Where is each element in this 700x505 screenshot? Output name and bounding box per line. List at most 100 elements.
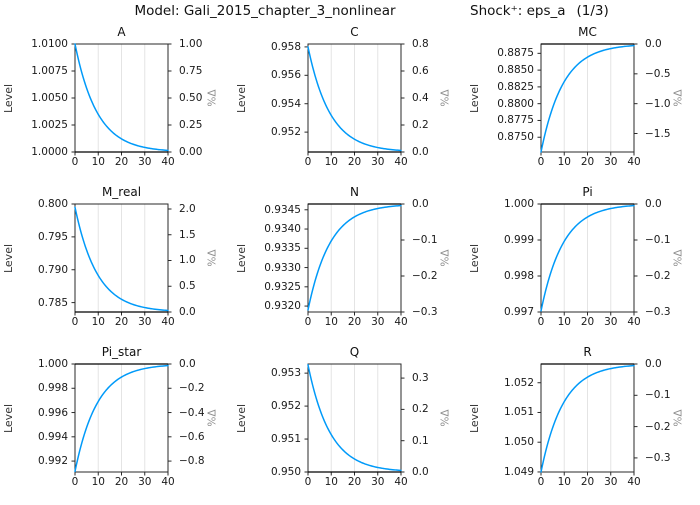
left-tick-label: 0.954 [270, 97, 301, 110]
x-tick-label: 30 [371, 316, 385, 328]
plot-canvas [304, 43, 405, 156]
right-tick-label: −0.3 [412, 306, 438, 318]
right-tick-label: 0.25 [179, 119, 203, 131]
left-tick-label: 0.956 [270, 69, 301, 82]
right-tick-label: 1.00 [179, 38, 203, 50]
subplot-title: MC [578, 25, 597, 39]
x-tick-label: 40 [627, 476, 641, 488]
left-tick-label: 0.998 [503, 270, 534, 282]
left-tick-label: 0.8775 [497, 114, 534, 127]
left-tick-label: 0.996 [37, 406, 68, 419]
subplot-title: A [117, 25, 126, 39]
left-tick-label: 0.9340 [264, 223, 301, 236]
right-tick-label: 0.0 [179, 306, 196, 318]
left-tick-label: 0.800 [37, 198, 68, 210]
x-tick-label: 20 [580, 316, 595, 328]
plot-canvas [304, 363, 405, 476]
irf-line [74, 206, 169, 312]
left-tick-label: 0.950 [270, 466, 301, 478]
subplot-title: Pi [582, 185, 593, 199]
right-tick-label: 0.0 [645, 38, 662, 50]
figure-title-shock: Shock⁺: eps_a (1/3) [470, 3, 609, 19]
x-tick-label: 30 [604, 156, 618, 168]
left-tick-label: 0.785 [37, 296, 68, 309]
left-tick-label: 0.952 [270, 126, 301, 139]
left-tick-label: 0.952 [270, 400, 301, 413]
pct-axis-label: %Δ [438, 204, 454, 312]
x-tick-label: 0 [304, 476, 312, 488]
x-tick-label: 30 [138, 156, 152, 168]
x-tick-label: 30 [138, 316, 152, 328]
irf-line [307, 364, 402, 472]
right-tick-label: 0.0 [179, 358, 196, 370]
right-tick-label: −0.2 [412, 270, 438, 282]
shock-page-count: (1/3) [576, 3, 609, 19]
right-tick-label: 0.50 [179, 92, 203, 104]
left-tick-label: 1.050 [503, 436, 534, 449]
right-tick-label: 0.4 [412, 92, 429, 104]
right-tick-label: 0.0 [412, 146, 429, 158]
x-tick-label: 20 [580, 156, 595, 168]
right-tick-label: −0.5 [645, 67, 671, 80]
left-tick-label: 0.9345 [264, 203, 301, 216]
x-tick-label: 30 [604, 476, 618, 488]
pct-axis-label-text: %Δ [440, 249, 453, 267]
figure-title-model: Model: Gali_2015_chapter_3_nonlinear [134, 3, 396, 19]
right-tick-label: 0.0 [412, 466, 429, 478]
right-tick-label: −0.1 [412, 234, 438, 246]
x-tick-label: 40 [161, 476, 175, 488]
right-tick-label: 0.5 [179, 280, 196, 293]
x-tick-label: 20 [347, 476, 362, 488]
x-tick-label: 10 [91, 316, 105, 328]
left-tick-label: 0.958 [270, 40, 301, 53]
left-tick-label: 0.997 [503, 306, 534, 318]
x-tick-label: 40 [627, 156, 641, 168]
plot-canvas [304, 203, 405, 316]
irf-line [307, 46, 402, 152]
left-tick-label: 0.994 [37, 430, 68, 443]
x-tick-label: 0 [304, 156, 312, 168]
right-tick-label: 2.0 [179, 202, 196, 215]
subplot-r: R Level %Δ 1.049 1.050 1.051 1.052 0.0 −0.1 −0.2−… [466, 345, 699, 505]
left-tick-label: 1.049 [503, 465, 534, 478]
x-tick-label: 40 [394, 316, 408, 328]
pct-axis-label: %Δ [671, 204, 687, 312]
right-tick-label: 0.2 [412, 119, 429, 131]
level-axis-label: Level [234, 204, 250, 312]
left-tick-label: 0.8800 [497, 97, 534, 110]
x-tick-label: 10 [324, 156, 338, 168]
right-tick-label: −0.8 [179, 455, 205, 468]
right-tick-label: −0.6 [179, 430, 205, 443]
x-tick-label: 10 [324, 476, 338, 488]
right-tick-label: 0.0 [645, 358, 662, 370]
left-tick-label: 1.0000 [31, 146, 68, 158]
x-tick-label: 30 [604, 316, 618, 328]
right-tick-label: 0.75 [179, 65, 203, 77]
subplot-n: N Level %Δ 0.9320 0.9325 0.9330 0.9335 0.9340 0.… [233, 185, 466, 345]
x-tick-label: 0 [71, 316, 79, 328]
left-tick-label: 1.000 [37, 358, 68, 370]
irf-line [540, 204, 635, 312]
left-tick-label: 1.051 [503, 406, 534, 419]
x-tick-label: 10 [557, 316, 571, 328]
subplot-title: Pi_star [101, 345, 142, 359]
right-tick-label: −0.3 [645, 451, 671, 464]
x-tick-label: 10 [324, 316, 338, 328]
right-tick-label: 0.8 [412, 38, 429, 50]
x-tick-label: 0 [537, 476, 545, 488]
subplot-title: C [350, 25, 359, 39]
right-tick-label: −1.0 [645, 97, 671, 110]
subplot-c: C Level %Δ 0.952 0.954 0.956 0.958 0.0 0.2 0.4 0.6… [233, 25, 466, 185]
right-tick-label: −0.2 [645, 270, 671, 282]
x-tick-label: 20 [114, 476, 129, 488]
left-tick-label: 1.0100 [31, 38, 68, 50]
right-tick-label: 1.0 [179, 254, 196, 267]
subplot-title: Q [349, 345, 360, 359]
subplot-mc: MC Level %Δ 0.8750 0.8775 0.8800 0.8825 0.8850 0… [466, 25, 699, 185]
plot-canvas [71, 43, 172, 156]
subplot-title: M_real [101, 185, 142, 199]
right-tick-label: −0.3 [645, 306, 671, 318]
x-tick-label: 20 [114, 316, 129, 328]
plot-canvas [537, 43, 638, 156]
